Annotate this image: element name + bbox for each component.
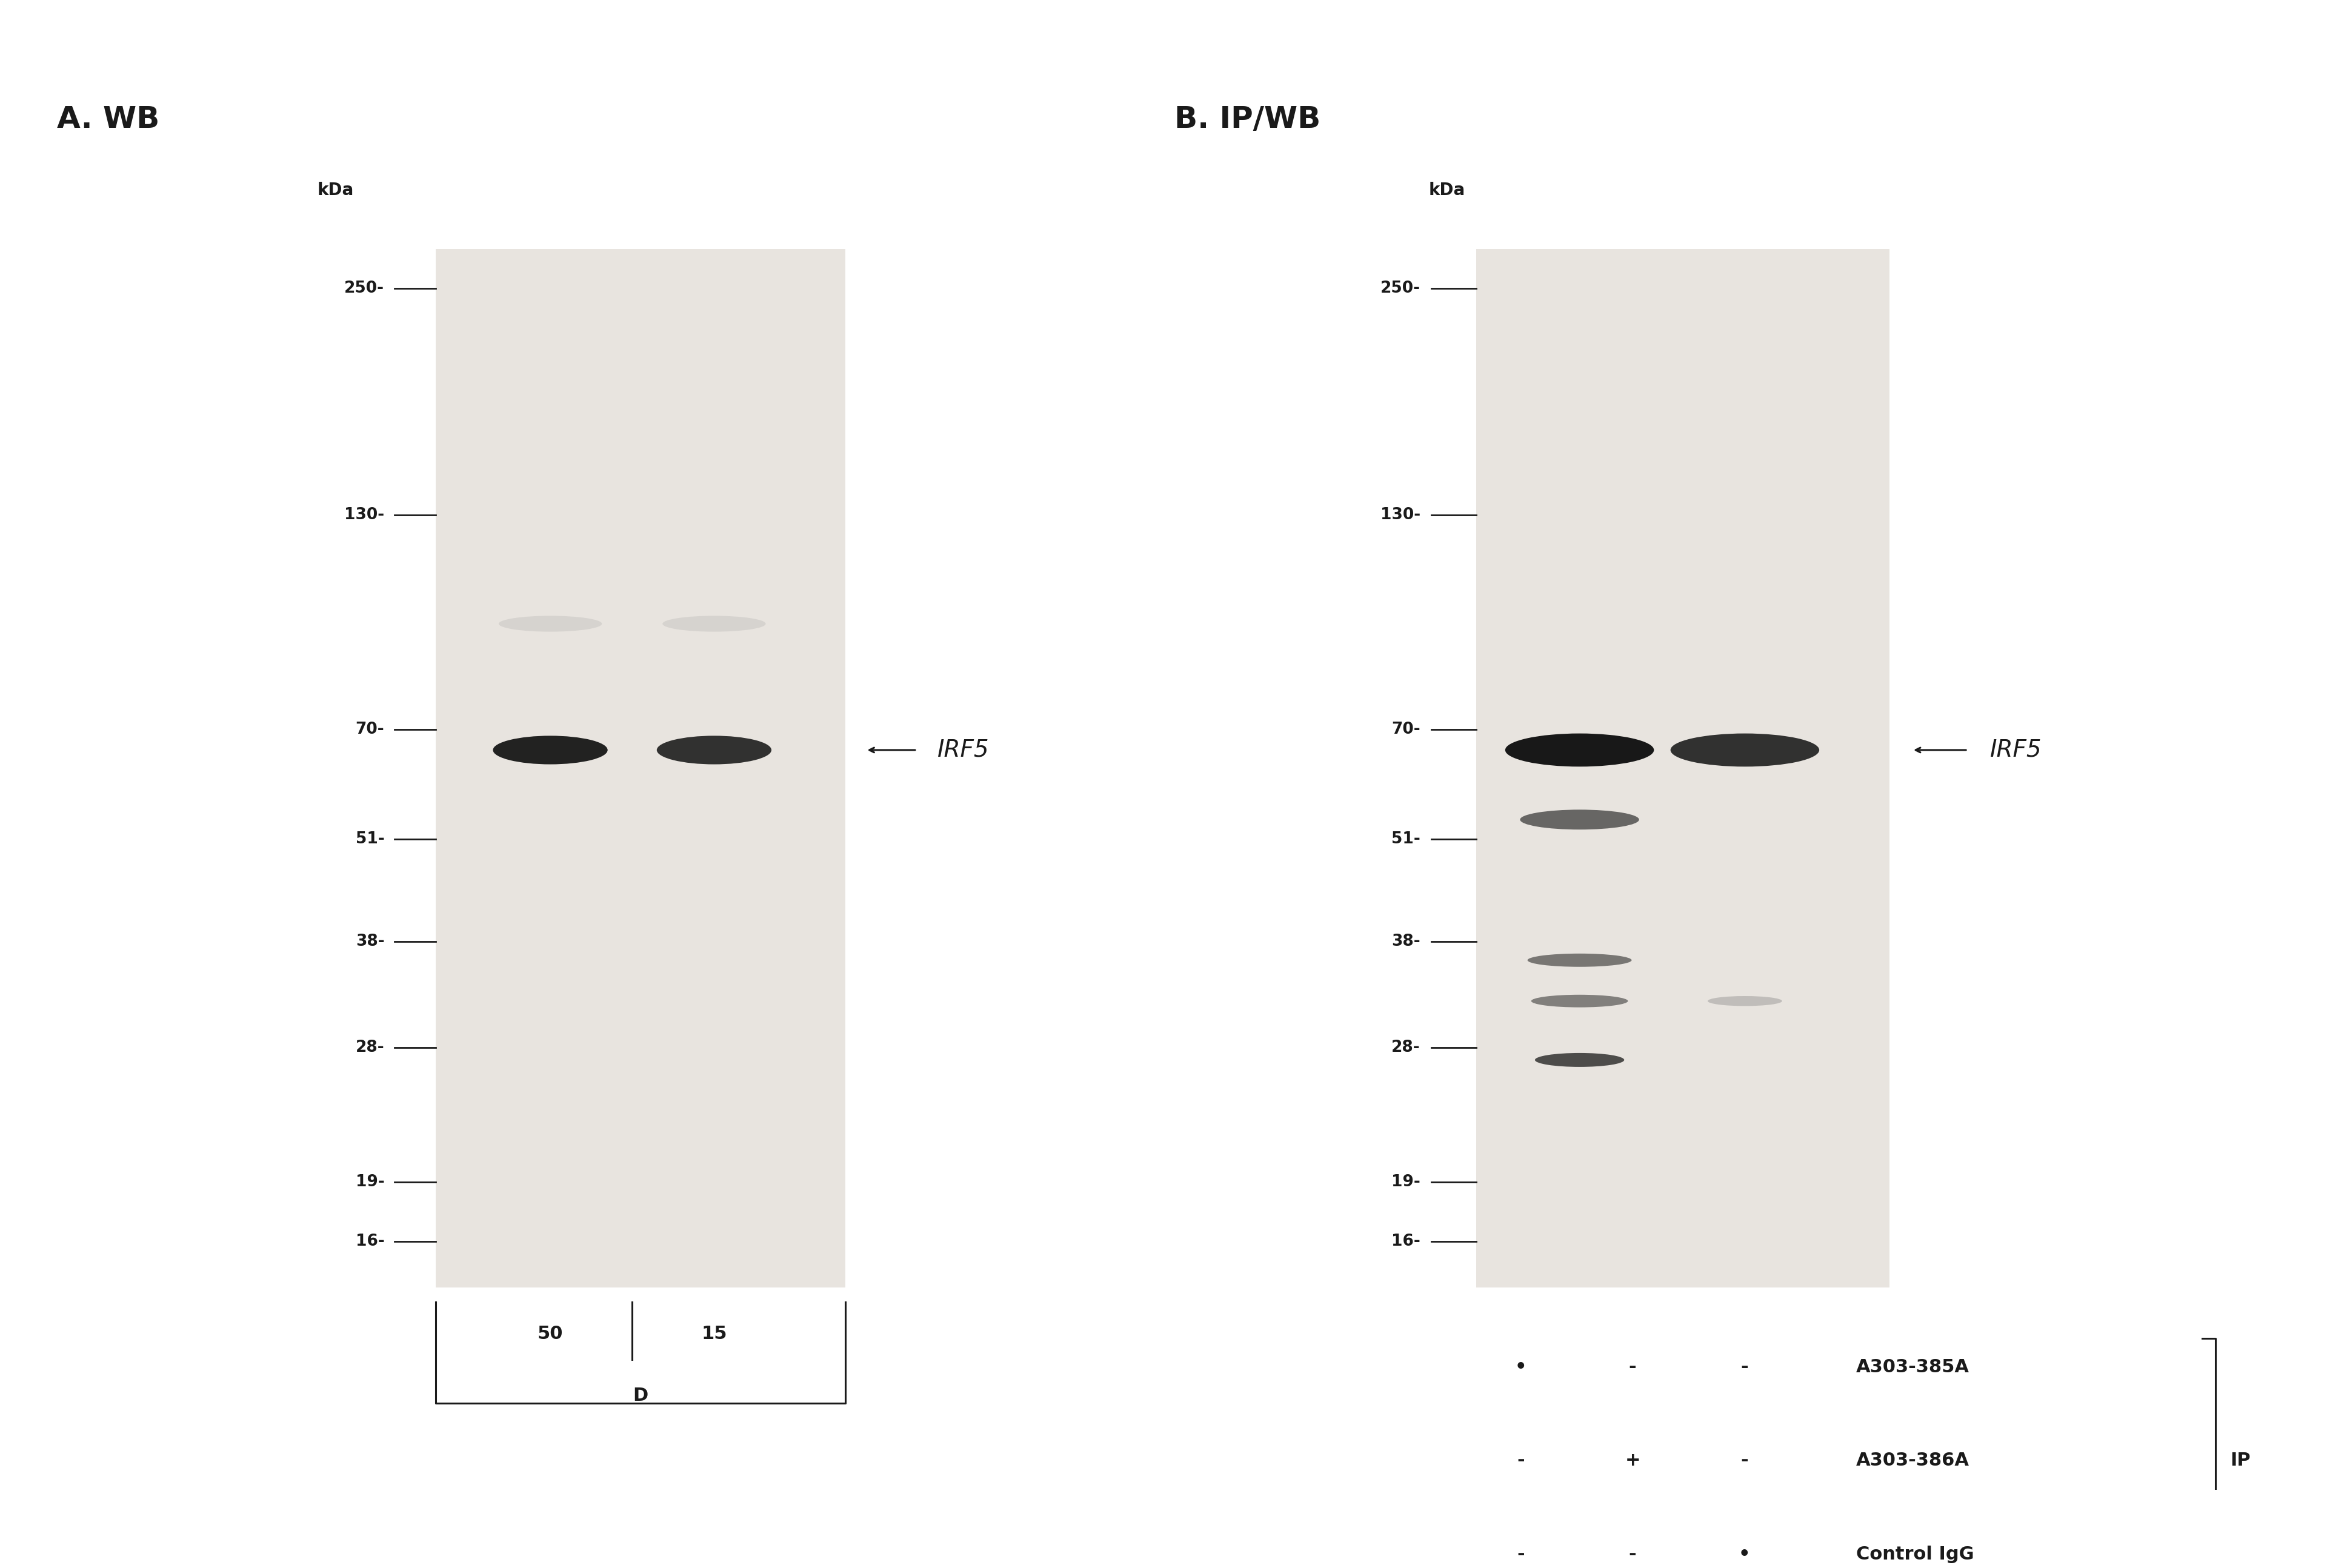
- Text: IRF5: IRF5: [1990, 739, 2041, 762]
- Text: -: -: [1629, 1546, 1636, 1563]
- Ellipse shape: [1671, 734, 1820, 767]
- Text: IP: IP: [2229, 1452, 2250, 1469]
- Text: •: •: [1738, 1546, 1750, 1563]
- Ellipse shape: [656, 735, 773, 764]
- Text: -: -: [1741, 1452, 1748, 1469]
- Text: 16-: 16-: [356, 1234, 384, 1250]
- Text: 28-: 28-: [1392, 1040, 1419, 1055]
- Text: 19-: 19-: [1392, 1174, 1419, 1190]
- Text: 250-: 250-: [1380, 281, 1419, 296]
- Ellipse shape: [493, 735, 607, 764]
- Text: 70-: 70-: [356, 721, 384, 737]
- Ellipse shape: [1536, 1054, 1624, 1066]
- Ellipse shape: [498, 616, 603, 632]
- Text: -: -: [1517, 1452, 1524, 1469]
- Text: 15: 15: [700, 1325, 726, 1342]
- Text: 50: 50: [538, 1325, 563, 1342]
- Text: kDa: kDa: [316, 182, 354, 199]
- Text: +: +: [1624, 1452, 1641, 1469]
- Text: Control IgG: Control IgG: [1857, 1546, 1973, 1563]
- Ellipse shape: [1708, 996, 1782, 1007]
- Text: kDa: kDa: [1429, 182, 1466, 199]
- Ellipse shape: [1527, 953, 1631, 967]
- Text: A. WB: A. WB: [56, 105, 158, 133]
- Text: D: D: [633, 1388, 647, 1405]
- Text: 51-: 51-: [356, 831, 384, 847]
- Ellipse shape: [1506, 734, 1654, 767]
- Text: 38-: 38-: [356, 933, 384, 949]
- Text: 51-: 51-: [1392, 831, 1419, 847]
- Text: 130-: 130-: [344, 506, 384, 522]
- Ellipse shape: [663, 616, 766, 632]
- Text: 70-: 70-: [1392, 721, 1419, 737]
- Text: 130-: 130-: [1380, 506, 1419, 522]
- Text: -: -: [1741, 1358, 1748, 1375]
- Text: IRF5: IRF5: [938, 739, 989, 762]
- Bar: [435, 249, 845, 1287]
- Text: 16-: 16-: [1392, 1234, 1419, 1250]
- Ellipse shape: [1531, 994, 1629, 1007]
- Text: B. IP/WB: B. IP/WB: [1175, 105, 1322, 133]
- Text: 19-: 19-: [356, 1174, 384, 1190]
- Text: A303-386A: A303-386A: [1857, 1452, 1969, 1469]
- Bar: [1475, 249, 1890, 1287]
- Text: -: -: [1629, 1358, 1636, 1375]
- Text: -: -: [1517, 1546, 1524, 1563]
- Text: 28-: 28-: [356, 1040, 384, 1055]
- Text: 250-: 250-: [344, 281, 384, 296]
- Text: •: •: [1515, 1358, 1527, 1375]
- Text: A303-385A: A303-385A: [1857, 1358, 1969, 1375]
- Ellipse shape: [1520, 809, 1638, 829]
- Text: 38-: 38-: [1392, 933, 1419, 949]
